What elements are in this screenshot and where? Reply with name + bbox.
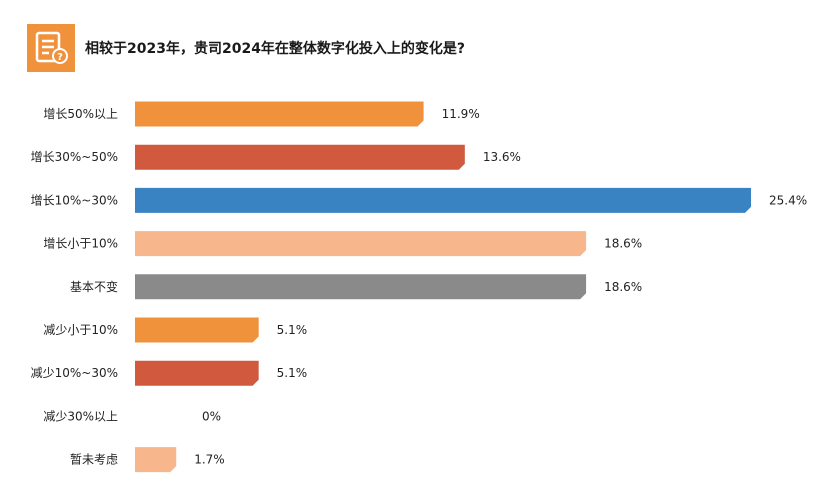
category-label: 减少30%以上 [43, 409, 118, 423]
bar [135, 231, 587, 257]
value-label: 5.1% [277, 323, 308, 337]
category-label: 增长50%以上 [43, 107, 118, 121]
value-label: 13.6% [483, 150, 521, 164]
bar [135, 447, 177, 473]
chart-header: ? 相较于2023年，贵司2024年在整体数字化投入上的变化是? [27, 24, 465, 72]
bar [135, 274, 587, 300]
value-label: 0% [202, 409, 221, 423]
value-label: 18.6% [604, 237, 642, 251]
category-label: 基本不变 [70, 279, 118, 294]
value-label: 18.6% [604, 280, 642, 294]
chart-title: 相较于2023年，贵司2024年在整体数字化投入上的变化是? [85, 41, 466, 57]
bar [135, 144, 465, 170]
value-label: 5.1% [277, 366, 308, 380]
value-label: 1.7% [194, 453, 225, 467]
category-label: 暂未考虑 [70, 453, 118, 467]
survey-question-icon: ? [27, 24, 75, 72]
category-label: 增长小于10% [43, 237, 118, 251]
bar [135, 101, 424, 127]
bar [135, 317, 259, 343]
value-label: 11.9% [442, 107, 480, 121]
svg-text:?: ? [57, 52, 63, 63]
bar [135, 187, 751, 213]
category-label: 减少10%~30% [31, 366, 118, 380]
category-label: 减少小于10% [43, 323, 118, 337]
value-label: 25.4% [769, 193, 807, 207]
category-label: 增长10%~30% [31, 193, 118, 207]
bar [135, 360, 259, 386]
category-label: 增长30%~50% [31, 150, 118, 164]
